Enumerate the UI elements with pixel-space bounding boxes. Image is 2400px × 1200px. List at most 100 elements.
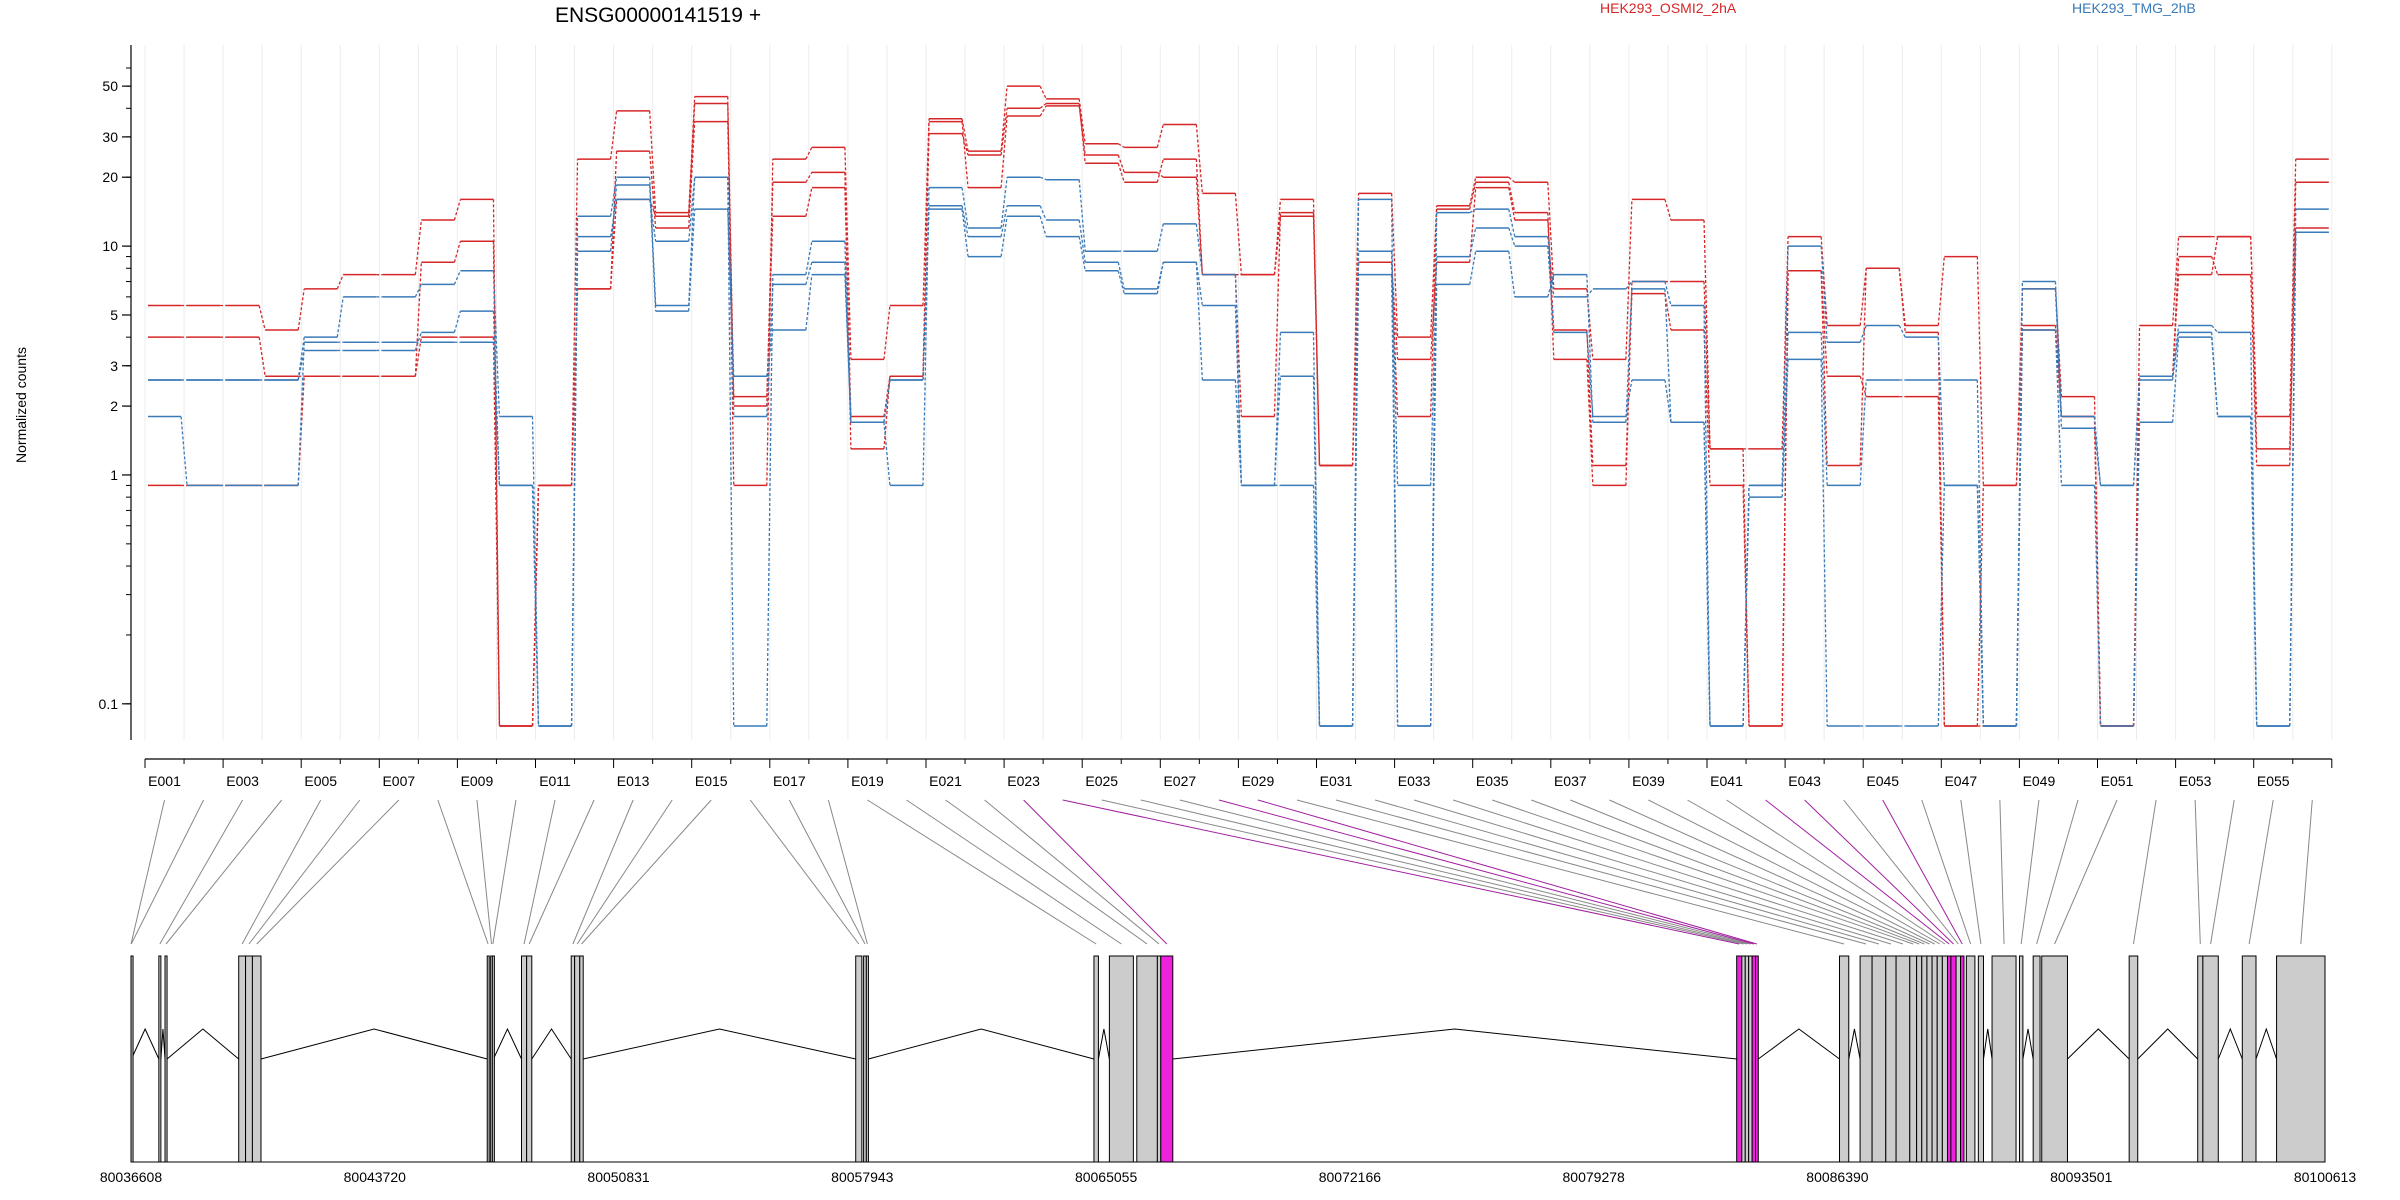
exon-E051: [2041, 955, 2068, 1163]
series-jump: [1976, 485, 1984, 727]
gene-model: [130, 955, 2326, 1163]
exon-E045: [1960, 955, 1965, 1163]
series-jump: [2289, 227, 2297, 449]
series-jump: [1898, 325, 1906, 338]
exon-E034: [1895, 955, 1911, 1163]
series-jump: [883, 376, 891, 417]
x-tick-label: E047: [1944, 773, 1977, 789]
genomic-tick-label: 80072166: [1319, 1169, 1382, 1185]
intron: [260, 1028, 488, 1060]
connector-E048: [1999, 799, 2005, 945]
y-tick-label: 5: [110, 307, 118, 323]
series-jump: [1469, 251, 1477, 285]
series-jump: [1000, 205, 1008, 237]
exon-E042: [1946, 955, 1952, 1163]
series-jump: [2289, 232, 2297, 727]
connector-E038: [1609, 799, 1930, 945]
exon-E004: [164, 955, 168, 1163]
genomic-axis: 80036608 80043720 80050831 80057943 80065055…: [100, 1161, 2356, 1185]
connector-E035: [1492, 799, 1914, 945]
series-jump: [2211, 325, 2219, 333]
exon-E025: [1741, 955, 1746, 1163]
series-jump: [805, 147, 813, 160]
x-tick-label: E033: [1398, 773, 1431, 789]
connector-E036: [1531, 799, 1920, 945]
series-jump: [1625, 281, 1633, 486]
exon-E012: [526, 955, 533, 1163]
series-jump: [1859, 325, 1867, 343]
intron: [1982, 1028, 1993, 1060]
series-jump: [1234, 193, 1243, 275]
exon-E040: [1936, 955, 1943, 1163]
series-jump: [922, 209, 930, 381]
connector-E030: [1296, 799, 1845, 945]
series-jump: [805, 172, 813, 183]
x-tick-label: E031: [1320, 773, 1353, 789]
series-jump: [2289, 159, 2297, 417]
x-tick-label: E041: [1710, 773, 1743, 789]
series-jump: [649, 110, 657, 213]
connector-E033: [1413, 799, 1892, 945]
x-tick-label: E037: [1554, 773, 1587, 789]
exon-E020: [1108, 955, 1134, 1163]
series-jump: [2015, 329, 2024, 727]
y-axis-label: Normalized counts: [13, 347, 29, 463]
series-jump: [2211, 236, 2219, 275]
series-jump: [1547, 246, 1555, 333]
connector-E006: [248, 799, 361, 945]
series-jump: [1547, 236, 1555, 297]
connector-E002: [130, 799, 205, 945]
series-jump: [1742, 448, 1750, 727]
series-jump: [2171, 325, 2180, 377]
connector-E040: [1687, 799, 1941, 945]
legend-label-tmg: HEK293_TMG_2hB: [2072, 0, 2196, 16]
connector-E011: [523, 799, 556, 945]
connector-E045: [1882, 799, 1963, 945]
y-tick-label: 30: [102, 129, 118, 145]
series-jump: [1273, 212, 1282, 417]
x-tick-label: E015: [695, 773, 728, 789]
series-jump: [609, 184, 618, 252]
series-jump: [453, 310, 462, 333]
connector-E051: [2054, 799, 2118, 945]
exon-E035: [1909, 955, 1918, 1163]
connector-E019: [867, 799, 1097, 945]
series-jump: [1547, 274, 1555, 298]
series-jump: [1820, 246, 1828, 343]
y-tick-label: 0.1: [99, 696, 119, 712]
series-jump: [414, 337, 422, 377]
y-tick-label: 50: [102, 78, 118, 94]
connector-E009: [476, 799, 493, 945]
series-jump: [961, 133, 969, 156]
intron: [2022, 1028, 2034, 1060]
series-jump: [1508, 227, 1516, 247]
series-jump: [1625, 288, 1633, 423]
series-jump: [609, 177, 618, 217]
connector-E004: [165, 799, 283, 945]
intron: [2067, 1028, 2130, 1060]
series-jump: [1742, 497, 1750, 727]
x-tick-label: E003: [226, 773, 259, 789]
series-jump: [2250, 274, 2258, 466]
intron: [868, 1028, 1095, 1060]
series-jump: [1156, 262, 1164, 294]
intron: [1097, 1028, 1110, 1060]
series-jump: [1078, 179, 1086, 252]
series-jump: [492, 342, 501, 486]
connector-E026: [1140, 799, 1748, 945]
connector-E044: [1843, 799, 1959, 945]
series-jump: [414, 262, 422, 377]
x-tick-label: E039: [1632, 773, 1665, 789]
series-jump: [883, 305, 891, 360]
x-tick-label: E005: [304, 773, 337, 789]
connector-E023: [1023, 799, 1168, 945]
series-jump: [258, 337, 266, 377]
series-jump: [1000, 86, 1008, 152]
intron: [130, 1027, 160, 1060]
series-jump: [766, 329, 774, 377]
connector-E008: [437, 799, 489, 945]
series-jump: [1703, 281, 1711, 449]
exon-E052: [2128, 955, 2139, 1163]
series-jump: [1078, 98, 1086, 144]
connector-E028: [1218, 799, 1754, 945]
